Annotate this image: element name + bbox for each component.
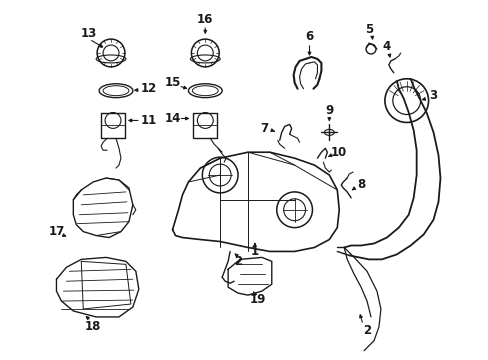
Text: 6: 6: [305, 30, 313, 42]
Text: 11: 11: [141, 114, 157, 127]
Text: 8: 8: [356, 179, 365, 192]
Text: 18: 18: [85, 320, 101, 333]
Text: 2: 2: [362, 324, 370, 337]
Text: 1: 1: [250, 245, 259, 258]
Text: 2: 2: [234, 255, 242, 268]
Text: 19: 19: [249, 293, 265, 306]
Text: 10: 10: [330, 146, 346, 159]
Text: 4: 4: [382, 40, 390, 53]
Text: 5: 5: [364, 23, 372, 36]
Text: 13: 13: [81, 27, 97, 40]
Text: 16: 16: [197, 13, 213, 26]
Text: 17: 17: [48, 225, 64, 238]
Text: 3: 3: [428, 89, 437, 102]
Text: 15: 15: [164, 76, 181, 89]
Text: 7: 7: [259, 122, 267, 135]
Text: 12: 12: [141, 82, 157, 95]
Text: 14: 14: [164, 112, 181, 125]
Text: 9: 9: [325, 104, 333, 117]
